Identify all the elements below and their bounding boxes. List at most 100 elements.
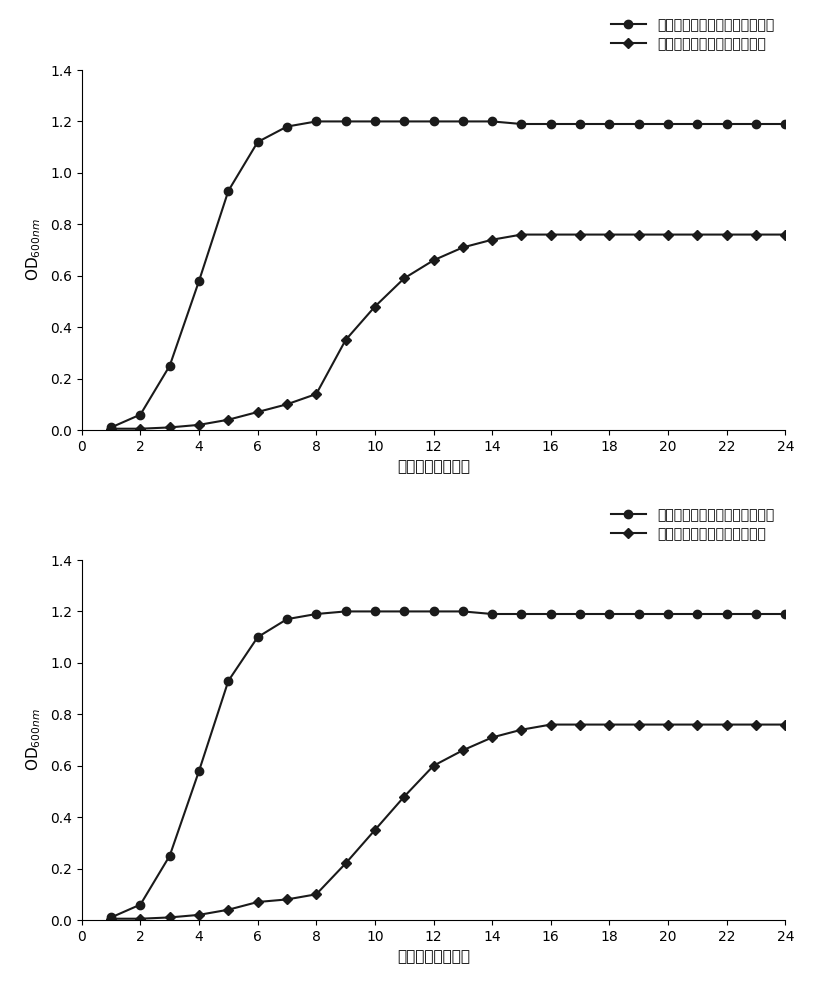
Line: 添加未经合成肽诱导处理的上清: 添加未经合成肽诱导处理的上清 — [107, 607, 789, 922]
添加经纯化液诱导处理过上清 — [546, 229, 555, 241]
添加经纯化液诱导处理过上清 — [605, 229, 614, 241]
添加未经纯化液诱导处理的上清 — [575, 118, 585, 130]
添加未经纯化液诱导处理的上清 — [282, 121, 292, 133]
添加经纯化液诱导处理过上清 — [165, 421, 175, 433]
添加经合成肽诱导处理过上清 — [751, 719, 761, 731]
添加经纯化液诱导处理过上清 — [780, 229, 790, 241]
添加未经纯化液诱导处理的上清 — [751, 118, 761, 130]
添加经合成肽诱导处理过上清 — [312, 888, 321, 900]
Line: 添加未经纯化液诱导处理的上清: 添加未经纯化液诱导处理的上清 — [107, 117, 789, 432]
添加未经合成肽诱导处理的上清 — [575, 608, 585, 620]
添加未经纯化液诱导处理的上清 — [546, 118, 555, 130]
添加未经合成肽诱导处理的上清 — [721, 608, 731, 620]
添加未经纯化液诱导处理的上清 — [165, 360, 175, 372]
添加未经纯化液诱导处理的上清 — [488, 115, 497, 127]
添加经纯化液诱导处理过上清 — [194, 419, 204, 431]
添加经合成肽诱导处理过上清 — [223, 904, 233, 916]
添加未经合成肽诱导处理的上清 — [312, 608, 321, 620]
添加经纯化液诱导处理过上清 — [399, 272, 409, 284]
Legend: 添加未经合成肽诱导处理的上清, 添加经合成肽诱导处理过上清: 添加未经合成肽诱导处理的上清, 添加经合成肽诱导处理过上清 — [607, 504, 779, 546]
添加经纯化液诱导处理过上清 — [458, 241, 468, 253]
添加未经合成肽诱导处理的上清 — [663, 608, 673, 620]
添加未经合成肽诱导处理的上清 — [282, 613, 292, 625]
添加经合成肽诱导处理过上清 — [692, 719, 702, 731]
Y-axis label: OD$_{600nm}$: OD$_{600nm}$ — [25, 709, 43, 771]
添加未经纯化液诱导处理的上清 — [194, 275, 204, 287]
Line: 添加经合成肽诱导处理过上清: 添加经合成肽诱导处理过上清 — [108, 721, 789, 922]
添加经纯化液诱导处理过上清 — [429, 254, 438, 266]
添加未经合成肽诱导处理的上清 — [341, 605, 351, 617]
添加经合成肽诱导处理过上清 — [282, 893, 292, 905]
添加未经纯化液诱导处理的上清 — [780, 118, 790, 130]
添加经合成肽诱导处理过上清 — [780, 719, 790, 731]
添加未经纯化液诱导处理的上清 — [253, 136, 263, 148]
添加经合成肽诱导处理过上清 — [546, 719, 555, 731]
添加未经纯化液诱导处理的上清 — [692, 118, 702, 130]
添加经纯化液诱导处理过上清 — [282, 398, 292, 410]
添加未经合成肽诱导处理的上清 — [751, 608, 761, 620]
添加未经合成肽诱导处理的上清 — [546, 608, 555, 620]
添加未经纯化液诱导处理的上清 — [429, 115, 438, 127]
添加经合成肽诱导处理过上清 — [575, 719, 585, 731]
添加未经纯化液诱导处理的上清 — [634, 118, 644, 130]
添加未经合成肽诱导处理的上清 — [692, 608, 702, 620]
添加经纯化液诱导处理过上清 — [253, 406, 263, 418]
Legend: 添加未经纯化液诱导处理的上清, 添加经纯化液诱导处理过上清: 添加未经纯化液诱导处理的上清, 添加经纯化液诱导处理过上清 — [607, 14, 779, 56]
添加未经合成肽诱导处理的上清 — [517, 608, 527, 620]
添加未经合成肽诱导处理的上清 — [634, 608, 644, 620]
添加经合成肽诱导处理过上清 — [165, 911, 175, 923]
添加经纯化液诱导处理过上清 — [692, 229, 702, 241]
添加未经纯化液诱导处理的上清 — [663, 118, 673, 130]
添加未经纯化液诱导处理的上清 — [341, 115, 351, 127]
添加未经合成肽诱导处理的上清 — [136, 899, 146, 911]
添加经合成肽诱导处理过上清 — [341, 857, 351, 869]
添加经纯化液诱导处理过上清 — [223, 414, 233, 426]
添加经纯化液诱导处理过上清 — [341, 334, 351, 346]
添加未经纯化液诱导处理的上清 — [370, 115, 380, 127]
添加经合成肽诱导处理过上清 — [663, 719, 673, 731]
添加未经合成肽诱导处理的上清 — [399, 605, 409, 617]
添加未经纯化液诱导处理的上清 — [223, 185, 233, 197]
添加未经合成肽诱导处理的上清 — [780, 608, 790, 620]
添加经纯化液诱导处理过上清 — [488, 234, 497, 246]
添加未经合成肽诱导处理的上清 — [223, 675, 233, 687]
添加未经纯化液诱导处理的上清 — [399, 115, 409, 127]
添加经合成肽诱导处理过上清 — [106, 913, 116, 925]
添加未经合成肽诱导处理的上清 — [605, 608, 614, 620]
添加经合成肽诱导处理过上清 — [488, 731, 497, 743]
X-axis label: 培养时间（小时）: 培养时间（小时） — [397, 949, 470, 964]
添加未经纯化液诱导处理的上清 — [136, 409, 146, 421]
添加经合成肽诱导处理过上清 — [429, 760, 438, 772]
添加经合成肽诱导处理过上清 — [194, 909, 204, 921]
添加经合成肽诱导处理过上清 — [605, 719, 614, 731]
添加经纯化液诱导处理过上清 — [751, 229, 761, 241]
添加经纯化液诱导处理过上清 — [517, 229, 527, 241]
添加经合成肽诱导处理过上清 — [136, 913, 146, 925]
添加未经纯化液诱导处理的上清 — [517, 118, 527, 130]
添加经纯化液诱导处理过上清 — [663, 229, 673, 241]
添加经合成肽诱导处理过上清 — [370, 824, 380, 836]
添加未经合成肽诱导处理的上清 — [194, 765, 204, 777]
添加未经合成肽诱导处理的上清 — [253, 631, 263, 643]
添加经纯化液诱导处理过上清 — [575, 229, 585, 241]
添加未经合成肽诱导处理的上清 — [106, 911, 116, 923]
添加经合成肽诱导处理过上清 — [253, 896, 263, 908]
X-axis label: 培养时间（小时）: 培养时间（小时） — [397, 459, 470, 474]
添加经纯化液诱导处理过上清 — [312, 388, 321, 400]
添加未经纯化液诱导处理的上清 — [721, 118, 731, 130]
添加未经合成肽诱导处理的上清 — [429, 605, 438, 617]
添加经合成肽诱导处理过上清 — [517, 724, 527, 736]
添加未经纯化液诱导处理的上清 — [458, 115, 468, 127]
添加经合成肽诱导处理过上清 — [458, 744, 468, 756]
添加未经合成肽诱导处理的上清 — [165, 850, 175, 862]
添加未经合成肽诱导处理的上清 — [488, 608, 497, 620]
添加经纯化液诱导处理过上清 — [634, 229, 644, 241]
添加经纯化液诱导处理过上清 — [136, 423, 146, 435]
添加经纯化液诱导处理过上清 — [721, 229, 731, 241]
添加经合成肽诱导处理过上清 — [721, 719, 731, 731]
添加未经纯化液诱导处理的上清 — [605, 118, 614, 130]
添加经纯化液诱导处理过上清 — [106, 423, 116, 435]
添加经纯化液诱导处理过上清 — [370, 301, 380, 313]
添加未经纯化液诱导处理的上清 — [312, 115, 321, 127]
Y-axis label: OD$_{600nm}$: OD$_{600nm}$ — [25, 219, 43, 281]
